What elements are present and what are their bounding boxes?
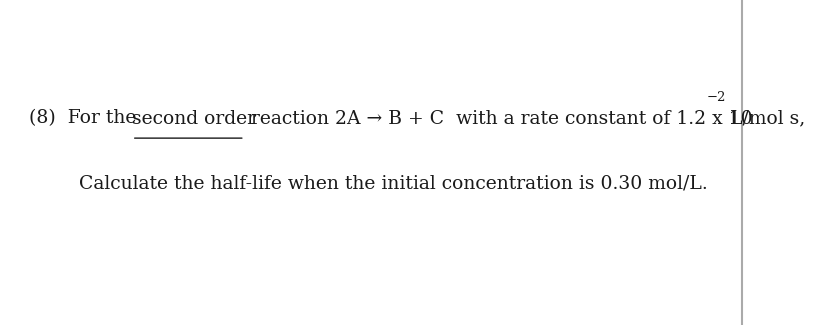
Text: (8)  For the: (8) For the [29,110,142,127]
Text: −2: −2 [706,91,725,104]
Text: L/mol s,: L/mol s, [724,110,805,127]
Text: reaction 2A → B + C  with a rate constant of 1.2 x 10: reaction 2A → B + C with a rate constant… [245,110,752,127]
Text: second order: second order [131,110,256,127]
Text: Calculate the half-life when the initial concentration is 0.30 mol/L.: Calculate the half-life when the initial… [79,175,707,192]
